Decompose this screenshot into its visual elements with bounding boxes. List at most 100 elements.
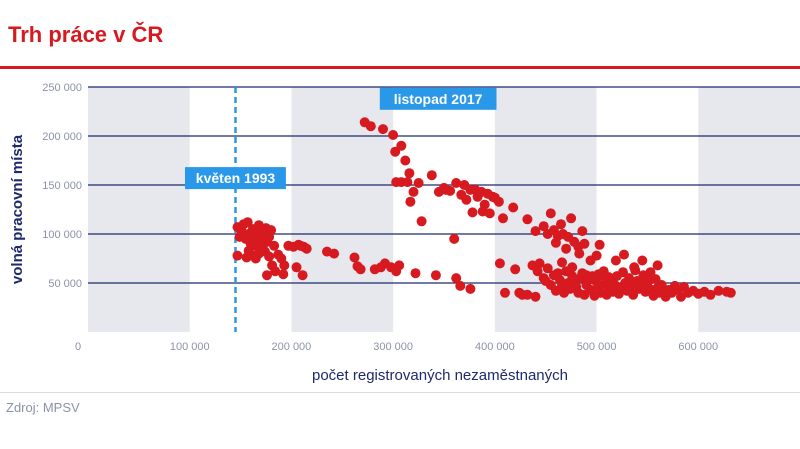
data-point <box>510 264 521 275</box>
data-point <box>301 243 312 254</box>
y-tick-label: 250 000 <box>42 82 82 94</box>
y-tick-label: 100 000 <box>42 229 82 241</box>
data-point <box>534 258 545 269</box>
data-point <box>394 260 405 271</box>
data-point <box>449 233 460 244</box>
data-point <box>522 289 533 300</box>
data-point <box>545 208 556 219</box>
data-point <box>467 207 478 218</box>
data-point <box>378 124 388 135</box>
data-point <box>594 239 605 250</box>
data-point <box>270 266 281 277</box>
annotation-box <box>185 167 286 190</box>
data-point <box>416 216 427 227</box>
title-divider <box>0 66 800 69</box>
y-tick-label: 150 000 <box>42 180 82 192</box>
data-point <box>566 213 577 224</box>
data-point <box>532 266 543 277</box>
data-point <box>279 260 290 271</box>
x-tick-label: 200 000 <box>272 341 312 353</box>
data-point <box>603 272 614 283</box>
data-point <box>278 269 289 280</box>
data-point <box>405 196 416 207</box>
data-point <box>465 283 476 294</box>
data-point <box>404 168 415 179</box>
data-point <box>574 248 585 259</box>
scatter-chart: 50 000 100 000 150 000 200 000 250 000 0 100 0… <box>9 82 800 384</box>
data-point <box>637 255 648 266</box>
data-point <box>705 289 716 300</box>
data-point <box>530 291 541 302</box>
data-point <box>725 287 736 298</box>
data-point <box>624 273 635 284</box>
annotation-text: květen 1993 <box>196 170 276 186</box>
data-point <box>402 177 413 188</box>
data-point <box>291 262 302 273</box>
y-axis-label: volná pracovní místa <box>9 134 26 284</box>
data-point <box>581 270 592 281</box>
data-point <box>645 267 656 278</box>
data-point <box>400 155 411 166</box>
annotation-label: listopad 2017 <box>379 87 497 110</box>
data-point <box>269 240 280 251</box>
data-point <box>445 185 456 196</box>
x-tick-label: 100 000 <box>170 341 210 353</box>
data-point <box>567 262 578 273</box>
data-point <box>451 178 462 188</box>
data-point <box>556 219 566 230</box>
data-point <box>396 140 407 151</box>
data-point <box>388 130 399 140</box>
x-tick-label: 600 000 <box>678 341 718 353</box>
data-point <box>542 263 553 274</box>
data-point <box>522 214 533 225</box>
data-point <box>498 213 508 224</box>
x-tick-label: 0 <box>75 341 81 353</box>
data-point <box>430 270 441 281</box>
y-tick-label: 200 000 <box>42 131 82 143</box>
data-point <box>619 249 629 260</box>
data-point <box>530 226 541 237</box>
data-point <box>561 243 572 254</box>
background-band <box>291 87 394 332</box>
data-point <box>540 276 551 286</box>
data-point <box>241 252 252 263</box>
data-point <box>413 178 424 188</box>
data-point <box>493 196 504 207</box>
data-point <box>591 250 602 261</box>
source-note: Zdroj: MPSV <box>6 400 80 415</box>
data-point <box>579 238 590 249</box>
data-point <box>652 260 663 271</box>
data-point <box>479 199 490 210</box>
data-point <box>484 208 495 219</box>
data-point <box>297 270 308 281</box>
data-point <box>508 202 519 213</box>
data-point <box>451 273 462 284</box>
data-point <box>329 248 340 259</box>
data-point <box>408 186 419 197</box>
data-point <box>577 226 588 237</box>
data-point <box>262 270 272 281</box>
data-point <box>461 194 472 205</box>
annotation-text: listopad 2017 <box>394 91 483 107</box>
annotation-label: květen 1993 <box>185 167 286 190</box>
x-axis-label: počet registrovaných nezaměstnaných <box>312 367 568 384</box>
data-point <box>355 264 366 275</box>
footer-divider <box>0 392 800 393</box>
x-tick-label: 400 000 <box>475 341 515 353</box>
data-point <box>557 257 567 268</box>
data-point <box>410 268 421 279</box>
data-point <box>629 262 640 273</box>
data-point <box>538 221 549 232</box>
data-point <box>426 170 437 181</box>
data-point <box>713 285 724 296</box>
data-point <box>264 251 275 262</box>
x-tick-label: 300 000 <box>373 341 413 353</box>
data-point <box>365 121 376 132</box>
annotation-box <box>379 87 497 110</box>
data-point <box>610 255 621 266</box>
data-point <box>349 252 360 263</box>
data-point <box>266 225 277 236</box>
data-point <box>242 217 253 228</box>
data-point <box>232 250 243 261</box>
data-point <box>494 258 505 269</box>
